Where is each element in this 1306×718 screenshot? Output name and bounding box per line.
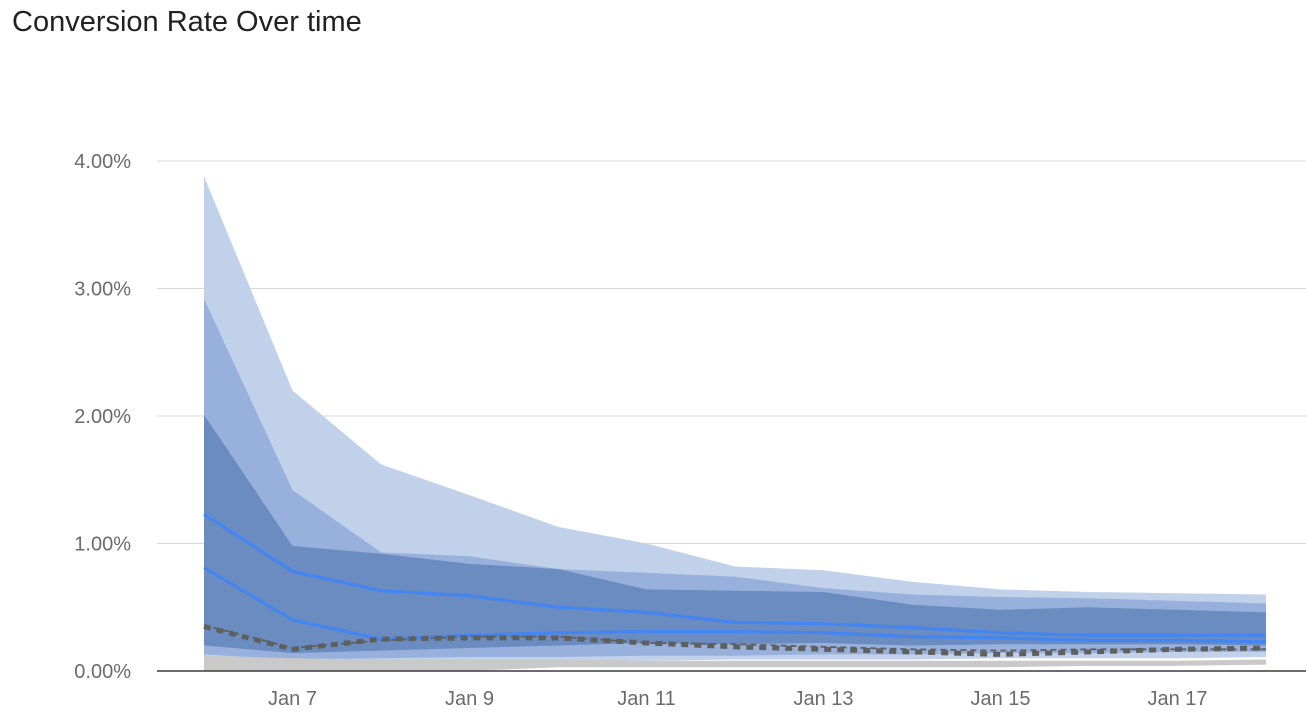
series-lines: [203, 512, 1267, 657]
y-tick-label: 3.00%: [74, 279, 131, 301]
x-tick-labels: Jan 7 Jan 9 Jan 11 Jan 13 Jan 15 Jan 17: [268, 688, 1208, 710]
chart-title: Conversion Rate Over time: [12, 6, 362, 38]
x-tick-label: Jan 17: [1147, 688, 1207, 710]
confidence-band: [204, 414, 1266, 654]
confidence-band: [204, 655, 1266, 671]
series-line: [203, 512, 1266, 637]
y-tick-label: 2.00%: [74, 406, 131, 428]
x-tick-label: Jan 9: [445, 688, 494, 710]
x-tick-label: Jan 7: [268, 688, 317, 710]
y-tick-label: 1.00%: [74, 534, 131, 556]
x-tick-label: Jan 11: [617, 688, 676, 710]
y-tick-label: 4.00%: [74, 151, 131, 173]
series-line: [203, 623, 1267, 657]
series-line: [203, 624, 1266, 652]
y-tick-labels: 0.00% 1.00% 2.00% 3.00% 4.00%: [74, 151, 131, 683]
confidence-band: [204, 176, 1266, 665]
series-line: [203, 566, 1267, 644]
x-tick-label: Jan 15: [970, 688, 1030, 710]
y-tick-label: 0.00%: [74, 661, 131, 683]
x-tick-label: Jan 13: [793, 688, 853, 710]
confidence-bands: [204, 176, 1266, 671]
